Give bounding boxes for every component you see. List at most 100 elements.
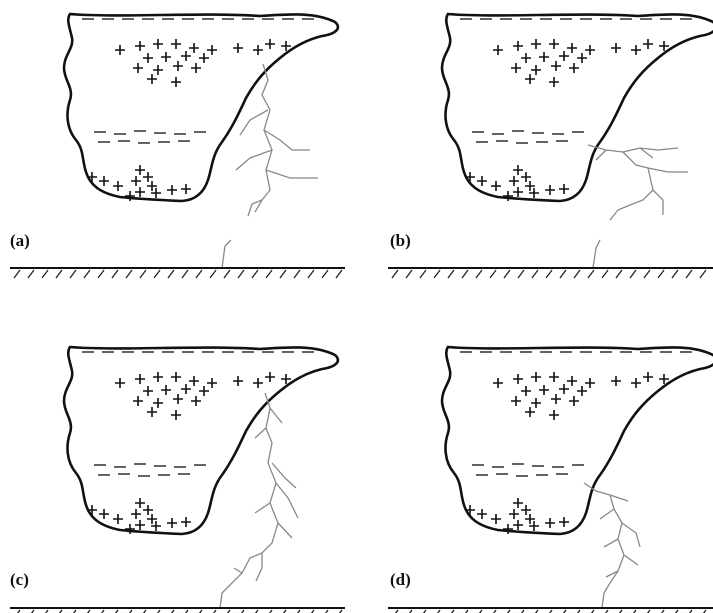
positive-charge xyxy=(643,39,653,49)
positive-charge xyxy=(513,41,523,51)
positive-charge xyxy=(167,185,177,195)
panel: (b) xyxy=(388,14,713,278)
lightning-branch xyxy=(588,145,678,152)
lightning-branch xyxy=(624,555,638,565)
positive-charge xyxy=(513,187,523,197)
positive-charge xyxy=(253,378,263,388)
positive-charge xyxy=(199,53,209,63)
lightning-branch xyxy=(622,523,640,547)
positive-charge xyxy=(125,524,135,534)
lightning-branch xyxy=(276,483,298,518)
positive-charge xyxy=(265,39,275,49)
positive-charge xyxy=(513,165,523,175)
positive-charge xyxy=(531,39,541,49)
positive-charge xyxy=(513,498,523,508)
lightning-branch xyxy=(222,240,231,268)
positive-charge xyxy=(153,372,163,382)
positive-charge xyxy=(135,165,145,175)
lightning-branch xyxy=(596,150,606,160)
positive-charge xyxy=(207,45,217,55)
panel: (c) xyxy=(10,347,345,613)
positive-charge xyxy=(465,172,475,182)
panel-label: (d) xyxy=(390,570,411,589)
lightning-branch xyxy=(255,428,266,438)
positive-charge xyxy=(585,378,595,388)
positive-charge xyxy=(521,172,531,182)
positive-charge xyxy=(171,77,181,87)
positive-charge xyxy=(539,52,549,62)
positive-charge xyxy=(173,394,183,404)
positive-charge xyxy=(135,498,145,508)
panel-label: (b) xyxy=(390,231,411,250)
positive-charge xyxy=(153,39,163,49)
cloud-outline xyxy=(442,14,713,201)
positive-charge xyxy=(153,398,163,408)
positive-charge xyxy=(521,53,531,63)
positive-charge xyxy=(549,410,559,420)
positive-charge xyxy=(493,378,503,388)
lightning-branch xyxy=(593,240,600,268)
positive-charge xyxy=(115,378,125,388)
lightning-branch xyxy=(266,170,318,178)
positive-charge xyxy=(511,63,521,73)
lightning-branch xyxy=(604,539,618,547)
positive-charge xyxy=(171,410,181,420)
positive-charge xyxy=(167,518,177,528)
positive-charge xyxy=(189,43,199,53)
positive-charge xyxy=(135,41,145,51)
positive-charge xyxy=(531,372,541,382)
positive-charge xyxy=(143,505,153,515)
positive-charge xyxy=(531,65,541,75)
lightning-branch xyxy=(610,495,628,501)
lightning-branch xyxy=(270,408,282,423)
cloud-outline xyxy=(64,347,338,534)
positive-charge xyxy=(133,396,143,406)
panel: (a) xyxy=(10,14,345,278)
positive-charge xyxy=(99,176,109,186)
positive-charge xyxy=(539,385,549,395)
positive-charge xyxy=(133,63,143,73)
lightning-branch xyxy=(653,190,663,215)
positive-charge xyxy=(511,396,521,406)
positive-charge xyxy=(549,77,559,87)
positive-charge xyxy=(521,505,531,515)
lightning-branch xyxy=(255,64,272,212)
positive-charge xyxy=(143,53,153,63)
diagram: (a) (b) (c) (d) xyxy=(0,0,713,613)
positive-charge xyxy=(509,509,519,519)
positive-charge xyxy=(143,386,153,396)
positive-charge xyxy=(577,386,587,396)
positive-charge xyxy=(189,376,199,386)
positive-charge xyxy=(153,65,163,75)
positive-charge xyxy=(585,45,595,55)
lightning-branch xyxy=(623,152,688,172)
positive-charge xyxy=(113,514,123,524)
panel-label: (c) xyxy=(10,570,29,589)
positive-charge xyxy=(147,74,157,84)
positive-charge xyxy=(253,45,263,55)
positive-charge xyxy=(549,39,559,49)
positive-charge xyxy=(173,61,183,71)
positive-charge xyxy=(559,384,569,394)
positive-charge xyxy=(525,74,535,84)
positive-charge xyxy=(491,181,501,191)
positive-charge xyxy=(87,505,97,515)
positive-charge xyxy=(135,520,145,530)
positive-charge xyxy=(125,191,135,201)
positive-charge xyxy=(551,394,561,404)
positive-charge xyxy=(147,407,157,417)
positive-charge xyxy=(113,181,123,191)
positive-charge xyxy=(181,384,191,394)
positive-charge xyxy=(493,45,503,55)
positive-charge xyxy=(171,372,181,382)
positive-charge xyxy=(503,191,513,201)
positive-charge xyxy=(181,51,191,61)
positive-charge xyxy=(559,517,569,527)
positive-charge xyxy=(513,520,523,530)
positive-charge xyxy=(569,63,579,73)
positive-charge xyxy=(567,376,577,386)
positive-charge xyxy=(465,505,475,515)
positive-charge xyxy=(545,185,555,195)
positive-charge xyxy=(161,385,171,395)
positive-charge xyxy=(131,509,141,519)
